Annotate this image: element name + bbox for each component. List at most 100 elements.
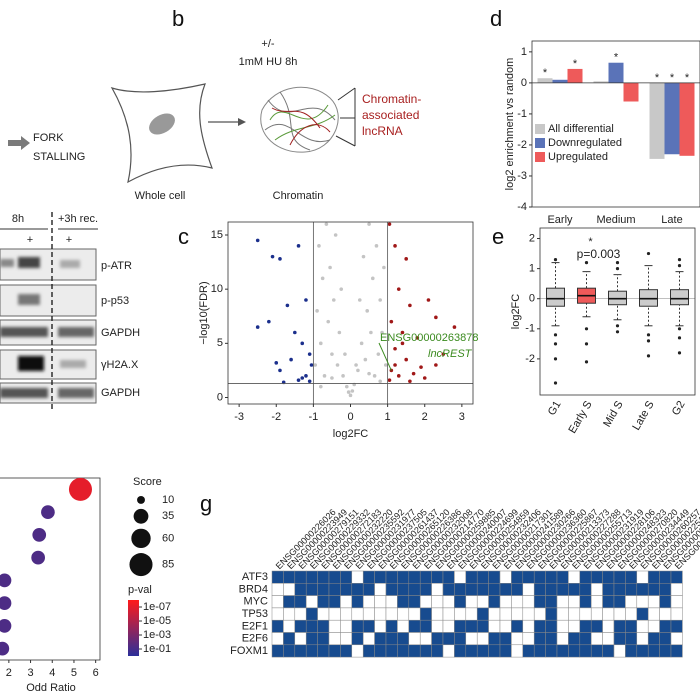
arrow-head <box>238 118 246 126</box>
point <box>307 352 312 356</box>
cell <box>659 619 672 633</box>
cell <box>533 632 546 646</box>
outlier <box>615 330 620 334</box>
point <box>393 346 397 351</box>
arrow-label: STALLING <box>33 151 85 163</box>
cell <box>374 632 387 646</box>
cell <box>545 570 558 584</box>
point <box>300 376 305 380</box>
row-label: BRD4 <box>239 583 268 595</box>
cell <box>328 632 341 646</box>
point <box>393 244 397 248</box>
cell <box>613 632 626 646</box>
x-tick-label: 1 <box>385 411 391 423</box>
cell <box>419 570 432 584</box>
cell <box>647 607 660 621</box>
cell <box>362 619 375 633</box>
point <box>331 298 336 302</box>
legend-label: All differential <box>548 123 614 135</box>
chromatin <box>260 86 339 153</box>
point <box>415 336 420 340</box>
cell <box>522 595 535 609</box>
annotation: p=0.003 <box>577 247 621 261</box>
x-tick-label: 2 <box>422 411 428 423</box>
cell <box>283 570 296 584</box>
cell <box>283 607 296 621</box>
legend-title: p-val <box>128 584 152 596</box>
cell <box>283 595 296 609</box>
cell <box>625 570 638 584</box>
point <box>404 357 408 362</box>
cell <box>602 632 615 646</box>
point <box>307 379 312 384</box>
plot-frame <box>539 227 696 396</box>
cell <box>670 619 683 633</box>
treatment-mark: + <box>66 234 72 246</box>
point <box>309 363 314 367</box>
cell <box>431 583 444 596</box>
band <box>60 260 80 268</box>
cell <box>351 632 364 646</box>
cell <box>545 583 558 596</box>
outlier <box>553 357 558 361</box>
cell <box>110 83 213 184</box>
y-axis-label: −log10(FDR) <box>198 281 210 344</box>
point <box>452 325 457 329</box>
arrow-label: FORK <box>33 132 64 144</box>
cell <box>454 595 467 609</box>
cell <box>351 570 364 584</box>
x-tick-label: G2 <box>670 399 688 418</box>
cell <box>522 644 535 658</box>
cell <box>317 632 330 646</box>
cell <box>328 619 341 633</box>
cell <box>385 595 398 609</box>
cell <box>362 644 375 658</box>
point <box>396 287 401 291</box>
cell <box>602 570 615 584</box>
cell <box>476 632 489 646</box>
size-key-label: 35 <box>162 510 174 522</box>
x-tick-label: Medium <box>596 214 635 226</box>
cell <box>431 607 444 621</box>
cell <box>533 644 546 658</box>
cell <box>476 619 489 633</box>
cell <box>511 607 524 621</box>
cell <box>499 644 512 658</box>
point <box>344 384 349 389</box>
blot-label: GAPDH <box>101 327 140 339</box>
box <box>670 289 689 306</box>
bubble <box>41 505 55 519</box>
x-tick-label: Late <box>661 214 682 226</box>
cell <box>556 632 569 646</box>
outlier <box>615 267 620 271</box>
cell <box>294 607 307 621</box>
cell <box>374 595 387 609</box>
point <box>296 244 301 248</box>
cell <box>579 595 592 609</box>
colorbar-label: 1e-05 <box>143 615 171 627</box>
point <box>374 244 379 248</box>
point <box>389 368 394 373</box>
bubble <box>0 619 12 633</box>
cell <box>408 570 421 584</box>
cell <box>613 583 626 596</box>
bubble <box>32 528 47 542</box>
cell <box>374 607 387 621</box>
legend-label: Upregulated <box>548 151 608 163</box>
cell <box>556 583 569 596</box>
x-tick-label: 5 <box>71 667 77 679</box>
treatment-mark: + <box>27 234 33 246</box>
point <box>330 376 334 380</box>
y-tick-label: 1 <box>529 263 535 275</box>
cell <box>397 632 410 646</box>
point <box>319 384 323 389</box>
cell <box>625 607 638 621</box>
cell <box>488 632 501 646</box>
cell <box>340 570 353 584</box>
cell <box>340 619 353 633</box>
cell <box>522 583 535 596</box>
outlier <box>677 257 682 262</box>
point <box>293 330 297 335</box>
cell <box>362 607 375 621</box>
